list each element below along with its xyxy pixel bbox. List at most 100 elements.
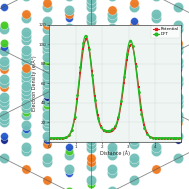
Point — [2, 67, 5, 70]
Point — [152, 137, 155, 140]
Point — [154, 146, 157, 149]
Point — [176, 95, 179, 98]
Point — [111, 78, 114, 81]
Point — [89, 135, 92, 138]
Point — [133, 121, 136, 124]
Point — [133, 1, 136, 4]
Point — [46, 135, 49, 138]
Point — [178, 136, 181, 139]
Point — [149, 136, 152, 139]
Point — [133, 71, 136, 74]
Point — [2, 99, 5, 102]
Point — [176, 99, 179, 102]
Point — [79, 71, 82, 74]
Point — [89, 5, 92, 8]
Point — [134, 62, 137, 65]
Point — [89, 113, 92, 116]
Point — [56, 136, 59, 139]
Point — [111, 110, 114, 113]
Point — [89, 27, 92, 30]
Point — [46, 59, 49, 62]
Point — [89, 19, 92, 22]
Point — [24, 124, 27, 127]
Point — [128, 39, 131, 42]
Point — [89, 1, 92, 4]
Point — [67, 100, 70, 103]
Point — [89, 91, 92, 94]
Point — [133, 103, 136, 106]
Point — [89, 89, 92, 92]
Point — [125, 52, 129, 55]
Point — [67, 34, 70, 37]
Point — [99, 124, 102, 127]
Point — [67, 92, 70, 95]
Point — [67, 134, 70, 137]
Point — [89, 67, 92, 70]
Point — [46, 103, 49, 106]
Point — [155, 137, 158, 140]
Point — [133, 95, 136, 98]
Point — [146, 132, 149, 135]
Point — [160, 136, 163, 139]
Point — [133, 179, 136, 182]
Point — [111, 102, 114, 105]
Point — [154, 70, 157, 73]
Point — [111, 60, 114, 63]
Point — [67, 110, 70, 113]
Point — [154, 128, 157, 131]
Point — [111, 30, 114, 33]
Point — [46, 117, 49, 120]
Point — [154, 88, 157, 91]
Point — [133, 23, 136, 26]
Point — [134, 64, 137, 67]
Point — [111, 130, 114, 133]
Point — [24, 128, 27, 131]
Point — [91, 73, 94, 76]
Point — [46, 37, 49, 40]
Point — [46, 71, 49, 74]
Point — [67, 114, 70, 117]
Point — [89, 93, 92, 96]
Point — [2, 63, 5, 66]
Point — [117, 118, 120, 121]
Point — [102, 129, 105, 132]
Point — [61, 136, 64, 139]
Point — [176, 63, 179, 66]
Point — [46, 77, 49, 80]
Point — [169, 136, 172, 139]
Point — [154, 66, 157, 69]
Point — [133, 107, 136, 110]
Point — [24, 102, 27, 105]
Point — [67, 12, 70, 15]
Point — [111, 146, 114, 149]
Point — [67, 154, 70, 157]
Point — [67, 60, 70, 63]
Point — [50, 136, 53, 139]
Point — [172, 137, 175, 140]
Point — [89, 99, 92, 102]
Point — [89, 103, 92, 106]
Point — [89, 73, 92, 76]
Point — [89, 161, 92, 164]
Point — [133, 49, 136, 52]
Point — [2, 23, 5, 26]
Point — [154, 168, 157, 171]
Point — [175, 137, 178, 140]
Point — [105, 131, 108, 134]
Point — [89, 129, 92, 132]
Point — [152, 136, 155, 139]
Point — [46, 161, 49, 164]
Point — [89, 63, 92, 66]
Point — [2, 113, 5, 116]
Point — [154, 78, 157, 81]
Point — [24, 106, 27, 109]
Y-axis label: Electron Density (e/Å³): Electron Density (e/Å³) — [31, 55, 37, 111]
Point — [88, 47, 91, 50]
Point — [89, 69, 92, 72]
Point — [89, 49, 92, 52]
Point — [143, 123, 146, 126]
Point — [176, 85, 179, 88]
Point — [73, 118, 76, 121]
Point — [176, 45, 179, 48]
Point — [111, 26, 114, 29]
